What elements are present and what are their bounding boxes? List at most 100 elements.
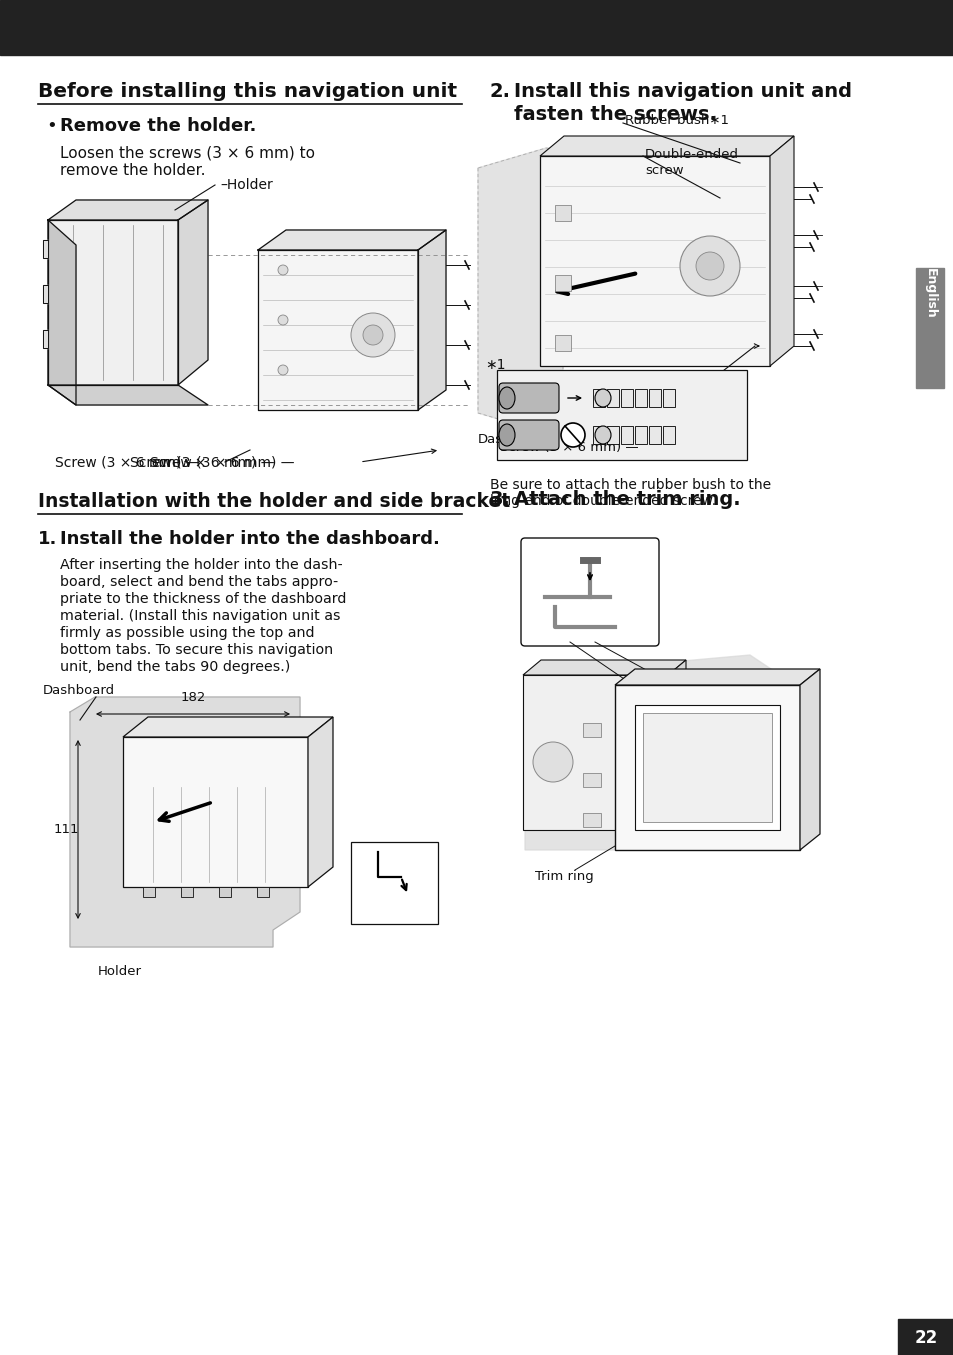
Bar xyxy=(648,389,660,406)
Text: English: English xyxy=(923,268,936,318)
Circle shape xyxy=(277,314,288,325)
Polygon shape xyxy=(769,136,793,366)
Text: Dashboard: Dashboard xyxy=(477,434,550,446)
Polygon shape xyxy=(667,660,685,831)
Bar xyxy=(497,370,746,459)
Polygon shape xyxy=(524,654,780,850)
Circle shape xyxy=(277,266,288,275)
Polygon shape xyxy=(48,385,208,405)
Text: ∗1: ∗1 xyxy=(484,358,505,373)
Text: long end of double-ended screw.: long end of double-ended screw. xyxy=(490,495,716,508)
Text: unit, bend the tabs 90 degrees.): unit, bend the tabs 90 degrees.) xyxy=(60,660,290,673)
Text: Screw (3 × 6 mm) —: Screw (3 × 6 mm) — xyxy=(130,455,274,469)
Polygon shape xyxy=(417,230,446,411)
Bar xyxy=(635,705,780,831)
Bar xyxy=(123,737,308,888)
Text: board, select and bend the tabs appro-: board, select and bend the tabs appro- xyxy=(60,575,338,589)
Bar xyxy=(555,275,571,291)
Ellipse shape xyxy=(498,424,515,446)
Circle shape xyxy=(533,743,573,782)
Bar xyxy=(593,389,604,406)
Polygon shape xyxy=(48,201,208,220)
Ellipse shape xyxy=(595,425,610,444)
Bar xyxy=(582,772,600,787)
Text: material. (Install this navigation unit as: material. (Install this navigation unit … xyxy=(60,608,340,623)
Polygon shape xyxy=(123,717,333,737)
Text: Screw (3 × 6 mm) —: Screw (3 × 6 mm) — xyxy=(499,442,638,454)
Text: Installation with the holder and side bracket: Installation with the holder and side br… xyxy=(38,492,510,511)
Text: 2.: 2. xyxy=(490,83,511,102)
Bar xyxy=(620,425,633,444)
Text: Rubber bush∗1: Rubber bush∗1 xyxy=(624,114,728,126)
Ellipse shape xyxy=(498,388,515,409)
Polygon shape xyxy=(178,201,208,385)
Text: Dashboard: Dashboard xyxy=(43,684,115,696)
Polygon shape xyxy=(43,240,48,257)
Polygon shape xyxy=(257,251,417,411)
Text: priate to the thickness of the dashboard: priate to the thickness of the dashboard xyxy=(60,592,346,606)
Polygon shape xyxy=(48,220,178,385)
Bar xyxy=(582,813,600,827)
Bar xyxy=(635,389,646,406)
Bar xyxy=(648,425,660,444)
Bar xyxy=(897,1318,953,1355)
Text: Attach the trim ring.: Attach the trim ring. xyxy=(514,491,740,509)
Text: After inserting the holder into the dash-: After inserting the holder into the dash… xyxy=(60,558,342,572)
FancyBboxPatch shape xyxy=(520,538,659,646)
Polygon shape xyxy=(539,136,793,156)
Text: Double-ended: Double-ended xyxy=(644,148,739,161)
FancyBboxPatch shape xyxy=(498,420,558,450)
Polygon shape xyxy=(800,669,820,850)
Text: fasten the screws.: fasten the screws. xyxy=(514,104,716,125)
Text: Be sure to attach the rubber bush to the: Be sure to attach the rubber bush to the xyxy=(490,478,770,492)
Text: bottom tabs. To secure this navigation: bottom tabs. To secure this navigation xyxy=(60,644,333,657)
Circle shape xyxy=(277,364,288,375)
Bar xyxy=(642,713,771,822)
Bar xyxy=(522,675,667,831)
Polygon shape xyxy=(43,285,48,304)
Text: –Holder: –Holder xyxy=(220,178,273,192)
Polygon shape xyxy=(70,696,299,947)
Text: Trim ring: Trim ring xyxy=(535,870,593,883)
Text: Install the holder into the dashboard.: Install the holder into the dashboard. xyxy=(60,530,439,547)
Polygon shape xyxy=(257,230,446,251)
Bar xyxy=(0,0,953,56)
FancyBboxPatch shape xyxy=(351,841,437,924)
Bar xyxy=(915,268,943,388)
Bar xyxy=(593,425,604,444)
Circle shape xyxy=(560,423,584,447)
Text: remove the holder.: remove the holder. xyxy=(60,163,205,178)
Bar xyxy=(143,888,154,897)
Text: Screw (3 × 6 mm) —: Screw (3 × 6 mm) — xyxy=(55,455,199,469)
Text: Install this navigation unit and: Install this navigation unit and xyxy=(514,83,851,102)
Polygon shape xyxy=(522,660,685,675)
Text: firmly as possible using the top and: firmly as possible using the top and xyxy=(60,626,314,640)
Bar xyxy=(181,888,193,897)
Text: Before installing this navigation unit: Before installing this navigation unit xyxy=(38,83,456,102)
Polygon shape xyxy=(48,220,76,405)
Polygon shape xyxy=(43,331,48,348)
Bar xyxy=(606,389,618,406)
Text: Remove the holder.: Remove the holder. xyxy=(60,117,256,136)
Ellipse shape xyxy=(595,389,610,406)
Bar xyxy=(662,425,675,444)
Bar xyxy=(582,724,600,737)
Text: Screw (3 × 6 mm) —: Screw (3 × 6 mm) — xyxy=(150,455,294,469)
Circle shape xyxy=(351,313,395,356)
Text: Loosen the screws (3 × 6 mm) to: Loosen the screws (3 × 6 mm) to xyxy=(60,145,314,160)
Polygon shape xyxy=(615,669,820,686)
Bar xyxy=(620,389,633,406)
Circle shape xyxy=(363,325,382,346)
Bar xyxy=(219,888,231,897)
Bar xyxy=(662,389,675,406)
Text: 22: 22 xyxy=(913,1329,937,1347)
Bar xyxy=(615,686,800,850)
Polygon shape xyxy=(308,717,333,888)
FancyBboxPatch shape xyxy=(498,383,558,413)
Bar xyxy=(635,425,646,444)
Bar xyxy=(555,205,571,221)
Circle shape xyxy=(696,252,723,280)
Polygon shape xyxy=(477,148,562,434)
Bar xyxy=(555,335,571,351)
Text: 3.: 3. xyxy=(490,491,511,509)
